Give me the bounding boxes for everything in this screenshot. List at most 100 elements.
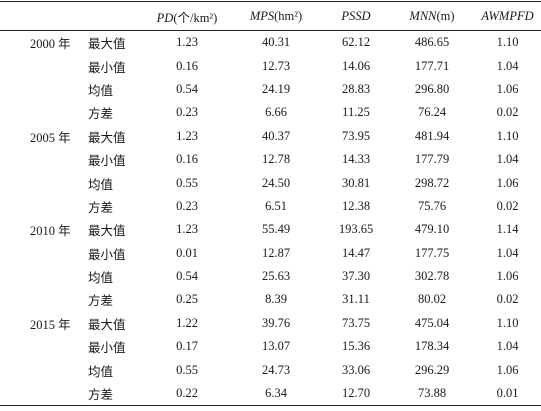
table-row: 均值 0.54 25.63 37.30 302.78 1.06 bbox=[0, 265, 541, 288]
header-mnn: MNN(m) bbox=[390, 2, 474, 31]
mnn-cell: 298.72 bbox=[414, 175, 450, 190]
year-cell: 2005 年 bbox=[30, 130, 71, 145]
stat-cell: 方差 bbox=[88, 388, 114, 403]
mnn-cell: 177.75 bbox=[414, 245, 450, 260]
mps-cell: 12.78 bbox=[261, 152, 291, 167]
mps-cell: 12.73 bbox=[261, 58, 291, 73]
mps-cell: 24.73 bbox=[261, 362, 291, 377]
pssd-cell: 73.95 bbox=[341, 128, 371, 143]
mnn-cell: 486.65 bbox=[414, 35, 450, 50]
pd-cell: 0.25 bbox=[176, 292, 198, 307]
awmpfd-cell: 1.06 bbox=[496, 175, 519, 190]
pd-cell: 0.23 bbox=[176, 105, 198, 120]
mnn-cell: 177.71 bbox=[414, 58, 450, 73]
pd-cell: 1.22 bbox=[176, 315, 198, 330]
stat-cell: 最大值 bbox=[88, 224, 126, 239]
stat-cell: 最大值 bbox=[88, 37, 126, 52]
pssd-cell: 30.81 bbox=[341, 175, 371, 190]
awmpfd-cell: 1.10 bbox=[496, 35, 519, 50]
pd-cell: 1.23 bbox=[176, 222, 198, 237]
stat-cell: 最大值 bbox=[88, 130, 126, 145]
header-mnn-unit: (m) bbox=[436, 8, 455, 23]
mps-cell: 13.07 bbox=[261, 339, 291, 354]
header-mnn-var: MNN bbox=[409, 8, 437, 23]
pssd-cell: 12.70 bbox=[341, 386, 371, 401]
mnn-cell: 178.34 bbox=[414, 339, 450, 354]
stat-cell: 方差 bbox=[88, 200, 114, 215]
table-row: 2005 年 最大值 1.23 40.37 73.95 481.94 1.10 bbox=[0, 125, 541, 148]
mnn-cell: 302.78 bbox=[414, 269, 450, 284]
pssd-cell: 28.83 bbox=[341, 81, 371, 96]
year-cell bbox=[0, 171, 82, 194]
awmpfd-cell: 1.04 bbox=[496, 339, 519, 354]
pssd-cell: 31.11 bbox=[342, 292, 370, 307]
header-awmpfd-var: AWMPFD bbox=[481, 8, 534, 23]
header-pd: PD(个/km²) bbox=[144, 2, 230, 31]
pd-cell: 0.22 bbox=[176, 386, 198, 401]
awmpfd-cell: 1.06 bbox=[496, 81, 519, 96]
pd-cell: 1.23 bbox=[176, 128, 198, 143]
awmpfd-cell: 1.10 bbox=[496, 128, 519, 143]
mnn-cell: 73.88 bbox=[417, 386, 447, 401]
pd-cell: 0.54 bbox=[176, 269, 198, 284]
header-pssd-var: PSSD bbox=[341, 8, 371, 23]
pd-cell: 0.55 bbox=[176, 175, 198, 190]
stat-cell: 均值 bbox=[88, 177, 114, 192]
pd-cell: 0.54 bbox=[176, 81, 198, 96]
awmpfd-cell: 1.06 bbox=[496, 362, 519, 377]
table-row: 最小值 0.16 12.78 14.33 177.79 1.04 bbox=[0, 148, 541, 171]
year-cell: 2010 年 bbox=[30, 224, 71, 239]
pssd-cell: 33.06 bbox=[341, 362, 371, 377]
mps-cell: 12.87 bbox=[261, 245, 291, 260]
mps-cell: 24.19 bbox=[261, 81, 291, 96]
table-header: PD(个/km²) MPS(hm²) PSSD MNN(m) AWMPFD bbox=[0, 1, 541, 31]
table-row: 最小值 0.17 13.07 15.36 178.34 1.04 bbox=[0, 335, 541, 358]
pd-cell: 0.55 bbox=[176, 362, 198, 377]
pssd-cell: 62.12 bbox=[341, 35, 371, 50]
table-row: 方差 0.23 6.51 12.38 75.76 0.02 bbox=[0, 195, 541, 218]
stat-cell: 均值 bbox=[88, 271, 114, 286]
stat-cell: 最小值 bbox=[88, 341, 126, 356]
year-cell: 2015 年 bbox=[30, 317, 71, 332]
mps-cell: 6.66 bbox=[265, 105, 287, 120]
mps-cell: 40.31 bbox=[261, 35, 291, 50]
pd-cell: 1.23 bbox=[176, 35, 198, 50]
table-row: 均值 0.54 24.19 28.83 296.80 1.06 bbox=[0, 78, 541, 101]
table-row: 2000 年 最大值 1.23 40.31 62.12 486.65 1.10 bbox=[0, 31, 541, 55]
table-row: 方差 0.23 6.66 11.25 76.24 0.02 bbox=[0, 101, 541, 124]
table-row: 2015 年 最大值 1.22 39.76 73.75 475.04 1.10 bbox=[0, 312, 541, 335]
pssd-cell: 14.33 bbox=[341, 152, 371, 167]
mps-cell: 6.34 bbox=[265, 386, 287, 401]
mps-cell: 40.37 bbox=[261, 128, 291, 143]
pd-cell: 0.01 bbox=[176, 245, 198, 260]
pssd-cell: 73.75 bbox=[341, 315, 371, 330]
awmpfd-cell: 1.04 bbox=[496, 58, 519, 73]
year-cell bbox=[0, 195, 82, 218]
pssd-cell: 15.36 bbox=[341, 339, 371, 354]
mps-cell: 39.76 bbox=[261, 315, 291, 330]
table-row: 均值 0.55 24.50 30.81 298.72 1.06 bbox=[0, 171, 541, 194]
mnn-cell: 475.04 bbox=[414, 315, 450, 330]
mnn-cell: 296.29 bbox=[414, 362, 450, 377]
year-cell bbox=[0, 358, 82, 381]
stat-cell: 最大值 bbox=[88, 317, 126, 332]
stat-cell: 最小值 bbox=[88, 247, 126, 262]
mnn-cell: 296.80 bbox=[414, 81, 450, 96]
awmpfd-cell: 0.02 bbox=[496, 292, 519, 307]
pd-cell: 0.17 bbox=[176, 339, 198, 354]
pssd-cell: 11.25 bbox=[342, 105, 370, 120]
table-row: 方差 0.25 8.39 31.11 80.02 0.02 bbox=[0, 288, 541, 311]
year-cell bbox=[0, 242, 82, 265]
header-pd-unit: (个/km²) bbox=[173, 10, 218, 25]
pd-cell: 0.16 bbox=[176, 58, 198, 73]
header-year-cell bbox=[0, 2, 82, 31]
stat-cell: 均值 bbox=[88, 83, 114, 98]
awmpfd-cell: 1.06 bbox=[496, 269, 519, 284]
mnn-cell: 479.10 bbox=[414, 222, 450, 237]
mnn-cell: 75.76 bbox=[417, 198, 447, 213]
header-pssd: PSSD bbox=[322, 2, 390, 31]
mps-cell: 6.51 bbox=[265, 198, 287, 213]
header-pd-var: PD bbox=[156, 10, 174, 25]
table-row: 方差 0.22 6.34 12.70 73.88 0.01 bbox=[0, 382, 541, 406]
